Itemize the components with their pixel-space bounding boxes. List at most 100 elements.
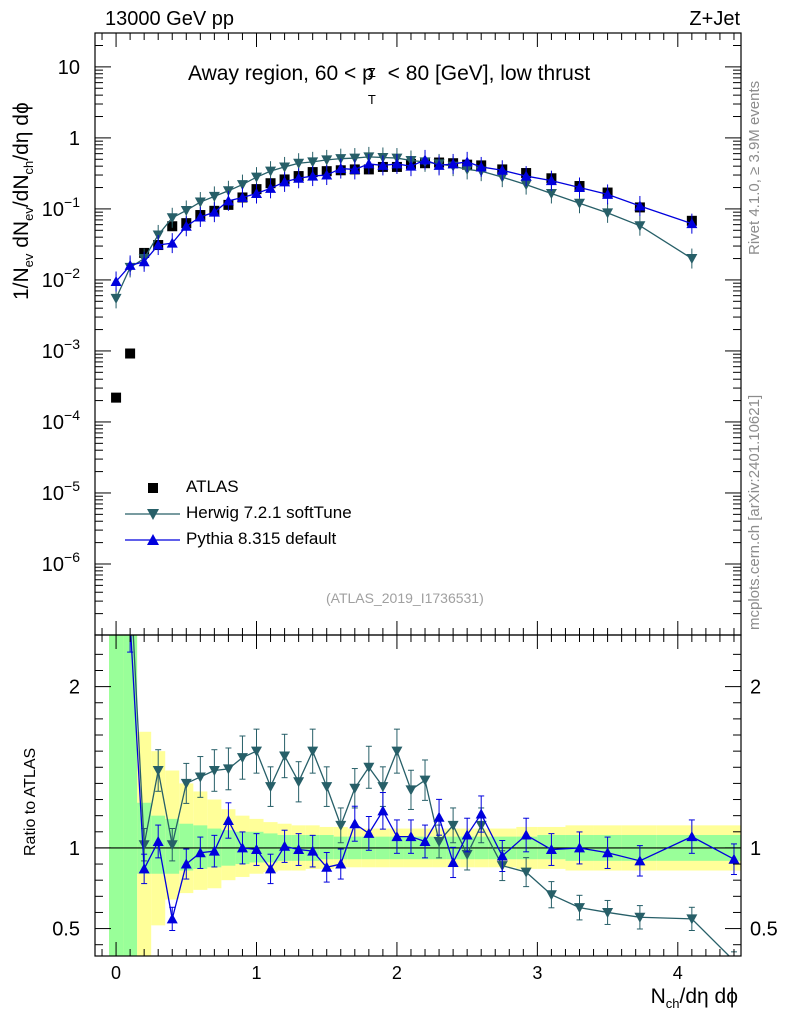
main-point-pythia-19 [377,159,389,170]
ratio-point-herwig-7 [222,764,234,775]
ratio-point-herwig-1 [138,840,150,851]
band-inner-15 [319,835,334,860]
main-point-pythia-5 [180,220,192,231]
main-point-herwig-15 [321,155,333,166]
ratio-point-pythia-1 [138,863,150,874]
y-tick-label-5: 10−1 [42,194,80,221]
ratio-line-pythia [130,635,735,920]
legend-markers [125,483,180,545]
main-point-herwig-33 [686,254,698,265]
main-point-pythia-20 [391,158,403,169]
legend-label-herwig: Herwig 7.2.1 softTune [186,503,352,522]
main-point-pythia-6 [194,211,206,222]
side-note-rivet: Rivet 4.1.0, ≥ 3.9M events [746,80,763,255]
ratio-point-herwig-2 [152,765,164,776]
main-point-herwig-0 [110,293,122,304]
ratio-point-pythia-14 [321,861,333,872]
ratio-point-pythia-5 [194,847,206,858]
main-point-herwig-12 [279,162,291,173]
ratio-point-herwig-30 [602,907,614,918]
ratio-point-pythia-25 [475,808,487,819]
ratio-point-herwig-23 [447,820,459,831]
main-point-herwig-9 [236,180,248,191]
ratio-point-pythia-22 [433,811,445,822]
ratio-point-pythia-0 [125,617,136,627]
main-point-herwig-10 [251,172,262,183]
ratio-point-pythia-28 [545,844,557,855]
main-point-pythia-27 [496,164,508,175]
ratio-line-herwig [132,635,731,956]
ratio-point-herwig-11 [279,751,291,762]
ratio-point-pythia-7 [222,815,234,826]
ratio-y-tick-label-right-1: 1 [750,838,761,860]
y-tick-label-3: 10−3 [42,336,80,363]
main-point-herwig-29 [545,188,557,199]
ratio-point-pythia-20 [405,831,417,842]
ratio-point-herwig-19 [391,746,403,757]
main-point-herwig-14 [307,157,319,168]
ratio-point-herwig-5 [194,772,206,783]
band-inner-5 [179,823,194,871]
main-point-atlas-0 [111,392,122,403]
main-point-pythia-22 [419,154,431,165]
ratio-point-pythia-16 [349,818,361,829]
ratio-point-pythia-11 [279,840,291,851]
ratio-point-herwig-21 [419,775,431,786]
ratio-point-herwig-22 [433,836,445,847]
header-left: 13000 GeV pp [105,8,234,30]
main-point-pythia-25 [461,156,473,167]
main-point-pythia-29 [545,175,557,186]
main-point-herwig-11 [265,166,277,177]
y-axis-label: 1/Nev dNev/dNch/dη dϕ [10,102,37,300]
ratio-point-pythia-19 [391,831,403,842]
ratio-point-herwig-28 [545,890,557,901]
main-point-pythia-24 [447,158,459,169]
ratio-point-pythia-9 [251,844,262,855]
ratio-point-pythia-8 [236,842,248,853]
legend-marker-2 [147,534,159,545]
main-point-pythia-31 [602,188,614,199]
ratio-point-herwig-3 [166,840,178,851]
header-right: Z+Jet [689,8,740,30]
ratio-point-herwig-17 [363,762,375,773]
ratio-point-pythia-3 [166,913,178,924]
ratio-point-pythia-18 [377,805,389,816]
ratio-point-herwig-0 [125,569,136,579]
ratio-y-tick-label-left-2: 2 [69,677,80,699]
ratio-point-pythia-15 [335,858,347,869]
ratio-point-herwig-9 [251,746,262,757]
ratio-point-herwig-15 [335,820,347,831]
main-point-pythia-13 [293,172,305,183]
ratio-y-tick-label-left-1: 1 [69,838,80,860]
main-point-herwig-13 [293,158,305,169]
main-point-pythia-7 [208,206,220,217]
ratio-point-herwig-12 [293,777,305,788]
ratio-point-pythia-13 [307,845,319,856]
ratio-point-herwig-32 [686,914,698,925]
ratio-point-pythia-24 [461,829,473,840]
ratio-point-pythia-30 [602,847,614,858]
main-point-pythia-0 [110,276,122,287]
ratio-point-pythia-17 [363,827,375,838]
ratio-point-herwig-10 [265,782,277,793]
legend-marker-1 [147,509,159,520]
main-point-pythia-12 [279,176,291,187]
main-point-herwig-4 [166,213,178,224]
main-point-pythia-11 [265,182,277,193]
ratio-point-herwig-4 [180,778,192,789]
ratio-point-pythia-23 [447,856,459,867]
band-inner-0 [109,635,124,956]
main-point-herwig-17 [349,153,361,164]
x-tick-label-0: 0 [111,963,121,983]
ratio-point-herwig-8 [236,753,248,764]
y-tick-label-6: 1 [69,128,80,150]
x-tick-label-2: 2 [392,963,402,983]
main-point-pythia-9 [236,191,248,202]
main-point-pythia-4 [166,237,178,248]
legend-marker-0 [148,483,158,493]
ratio-point-herwig-20 [405,785,417,796]
x-tick-label-1: 1 [251,963,261,983]
main-point-herwig-32 [634,221,646,232]
ratio-point-herwig-14 [321,782,333,793]
